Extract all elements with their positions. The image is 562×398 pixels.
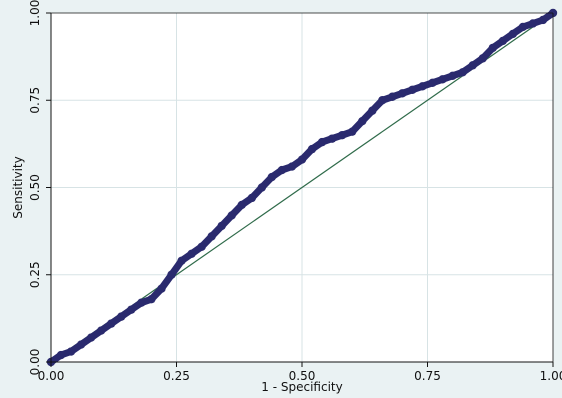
roc-point <box>488 43 497 53</box>
roc-point <box>107 319 116 328</box>
roc-point <box>197 242 206 252</box>
y-tick-label: 0.25 <box>28 261 42 288</box>
roc-point <box>117 312 126 321</box>
x-tick-label: 0.75 <box>414 369 441 383</box>
gridlines <box>51 13 553 362</box>
roc-point <box>327 134 337 143</box>
roc-point <box>368 106 377 115</box>
roc-point <box>468 61 477 70</box>
roc-point <box>478 54 487 63</box>
roc-point <box>307 144 317 154</box>
roc-point <box>217 221 226 231</box>
roc-point <box>458 68 467 77</box>
roc-point <box>388 92 397 101</box>
roc-point <box>348 127 357 136</box>
roc-point <box>287 162 297 171</box>
roc-point <box>317 137 327 147</box>
roc-point <box>267 172 277 182</box>
roc-point <box>157 284 166 293</box>
roc-point <box>428 78 437 88</box>
roc-point <box>538 15 548 25</box>
roc-point <box>147 294 156 304</box>
roc-point <box>408 85 417 94</box>
y-tick-label: 1.00 <box>28 0 42 26</box>
roc-point <box>257 183 267 192</box>
roc-point <box>66 347 76 356</box>
roc-point <box>498 36 507 46</box>
x-tick-label: 0.00 <box>38 369 65 383</box>
roc-point <box>418 82 427 91</box>
roc-point <box>187 249 196 259</box>
roc-point <box>237 200 246 210</box>
roc-point <box>127 305 136 314</box>
roc-point <box>137 298 146 307</box>
roc-point <box>528 19 538 28</box>
x-tick-label: 0.25 <box>163 369 190 383</box>
roc-point <box>448 71 457 81</box>
y-tick-label: 0.00 <box>28 349 42 376</box>
roc-point <box>227 211 236 220</box>
roc-point <box>86 333 96 342</box>
roc-point <box>207 232 216 241</box>
x-axis-ticks: 0.00 0.25 0.50 0.75 1.00 <box>38 362 562 383</box>
roc-point <box>177 256 186 265</box>
roc-point <box>297 155 307 164</box>
roc-point <box>378 96 387 105</box>
roc-point <box>277 165 287 175</box>
x-tick-label: 1.00 <box>540 369 562 383</box>
y-tick-label: 0.50 <box>28 174 42 201</box>
x-axis-title: 1 - Specificity <box>261 380 342 394</box>
roc-point <box>438 75 447 84</box>
x-tick-label: 0.50 <box>289 369 316 383</box>
roc-curve-points <box>46 8 558 367</box>
roc-point <box>508 29 518 39</box>
roc-point <box>518 22 528 32</box>
roc-point <box>56 350 66 360</box>
roc-point <box>247 193 256 203</box>
roc-point <box>76 340 86 349</box>
roc-point <box>97 326 106 335</box>
roc-point <box>358 116 367 126</box>
y-axis-title: Sensitivity <box>11 156 25 218</box>
y-axis-ticks: 0.00 0.25 0.50 0.75 1.00 <box>28 0 51 375</box>
roc-point <box>398 89 407 98</box>
y-tick-label: 0.75 <box>28 87 42 114</box>
roc-point <box>337 130 347 140</box>
roc-point <box>167 270 176 279</box>
